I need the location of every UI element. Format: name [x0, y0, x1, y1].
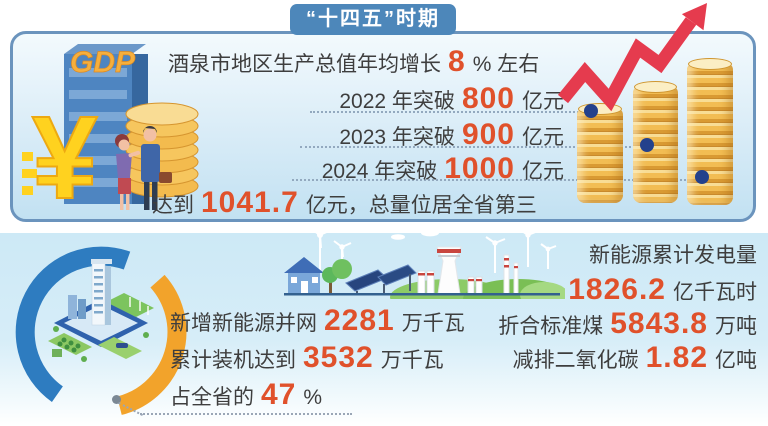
svg-text:¥: ¥	[32, 92, 98, 218]
trees	[322, 259, 352, 293]
building-windows	[69, 68, 127, 187]
installed-line: 累计装机达到 3532 万千瓦	[170, 341, 465, 378]
gdp-growth-prefix: 酒泉市地区生产总值年均增长	[168, 53, 441, 76]
donut-callout-line	[140, 413, 352, 415]
power-plant	[417, 246, 519, 295]
gdp-illustration: GDP	[22, 44, 199, 218]
milestone-value: 900	[461, 118, 515, 151]
gdp-total-suffix: 亿元，总量位居全省第三	[305, 194, 537, 217]
coin-stack-2022	[577, 103, 623, 203]
donut-orange-arc	[116, 274, 187, 415]
grid-connected-value: 2281	[324, 304, 395, 337]
generation-title: 新能源累计发电量	[589, 244, 757, 267]
milestone-2023-line: 2023 年突破 900 亿元	[339, 118, 564, 152]
coal-prefix: 折合标准煤	[498, 315, 604, 338]
gdp-total-value: 1041.7	[201, 186, 299, 219]
generation-suffix: 亿千瓦时	[673, 281, 757, 304]
building-roof	[64, 44, 146, 54]
co2-prefix: 减排二氧化碳	[512, 349, 639, 372]
milestone-dot-2023	[640, 138, 654, 152]
milestone-suffix: 亿元	[522, 160, 564, 183]
province-share-value: 47	[261, 378, 297, 411]
gdp-total-prefix: 达到	[152, 194, 194, 217]
ground-line	[284, 293, 560, 296]
house	[284, 257, 324, 294]
installed-suffix: 万千瓦	[380, 349, 444, 372]
co2-suffix: 亿吨	[715, 349, 757, 372]
wind-turbines	[309, 227, 557, 273]
coal-value: 5843.8	[610, 307, 708, 340]
connector-line-2024	[292, 179, 702, 181]
yuan-symbol: ¥	[22, 91, 99, 218]
installed-prefix: 累计装机达到	[170, 349, 296, 372]
milestone-value: 800	[461, 82, 515, 115]
province-share-line: 占全省的 47 %	[170, 378, 465, 415]
generation-line: 1826.2 亿千瓦时	[561, 273, 757, 307]
coal-suffix: 万吨	[715, 315, 757, 338]
province-share-prefix: 占全省的	[170, 386, 254, 409]
milestone-suffix: 亿元	[522, 126, 564, 149]
gdp-growth-line: 酒泉市地区生产总值年均增长 8 % 左右	[168, 45, 539, 79]
growth-arrow-icon	[557, 3, 707, 112]
generation-block: 新能源累计发电量 1826.2 亿千瓦时 折合标准煤 5843.8 万吨 减排二…	[498, 239, 757, 375]
gdp-label: GDP	[70, 46, 136, 79]
gdp-total-line: 达到 1041.7 亿元，总量位居全省第三	[152, 186, 537, 220]
connector-line-2022	[310, 111, 591, 113]
milestone-prefix: 2022 年突破	[339, 90, 455, 113]
period-badge: “十四五”时期	[290, 4, 456, 35]
generation-value: 1826.2	[568, 273, 666, 306]
grid-connected-suffix: 万千瓦	[401, 312, 465, 335]
gdp-growth-value: 8	[448, 45, 466, 78]
milestone-prefix: 2023 年突破	[339, 126, 455, 149]
milestone-dot-2022	[584, 104, 598, 118]
installed-capacity-block: 新增新能源并网 2281 万千瓦 累计装机达到 3532 万千瓦 占全省的 47…	[170, 304, 465, 415]
milestone-2022-line: 2022 年突破 800 亿元	[339, 82, 564, 116]
province-share-donut	[15, 246, 187, 415]
coin-stack-2024	[687, 58, 733, 205]
milestone-prefix: 2024 年突破	[321, 160, 438, 183]
generation-title-line: 新能源累计发电量	[589, 239, 757, 273]
installed-value: 3532	[303, 341, 374, 374]
woman-figure	[115, 134, 141, 210]
grid-connected-prefix: 新增新能源并网	[170, 312, 317, 335]
milestone-value: 1000	[444, 152, 515, 185]
new-energy-landscape	[284, 224, 565, 299]
clouds	[391, 224, 463, 240]
coal-line: 折合标准煤 5843.8 万吨	[498, 307, 757, 341]
connector-line-2023	[300, 146, 647, 148]
city-illustration	[48, 259, 154, 362]
donut-callout-dot	[112, 395, 121, 404]
gdp-growth-suffix: % 左右	[472, 53, 540, 76]
donut-blue-arc	[15, 246, 131, 402]
co2-line: 减排二氧化碳 1.82 亿吨	[513, 341, 757, 375]
man-figure	[141, 126, 172, 210]
milestone-2024-line: 2024 年突破 1000 亿元	[322, 152, 564, 186]
province-share-suffix: %	[303, 386, 323, 409]
milestone-suffix: 亿元	[522, 90, 564, 113]
co2-value: 1.82	[645, 341, 708, 374]
grid-connected-line: 新增新能源并网 2281 万千瓦	[170, 304, 465, 341]
milestone-dot-2024	[695, 170, 709, 184]
